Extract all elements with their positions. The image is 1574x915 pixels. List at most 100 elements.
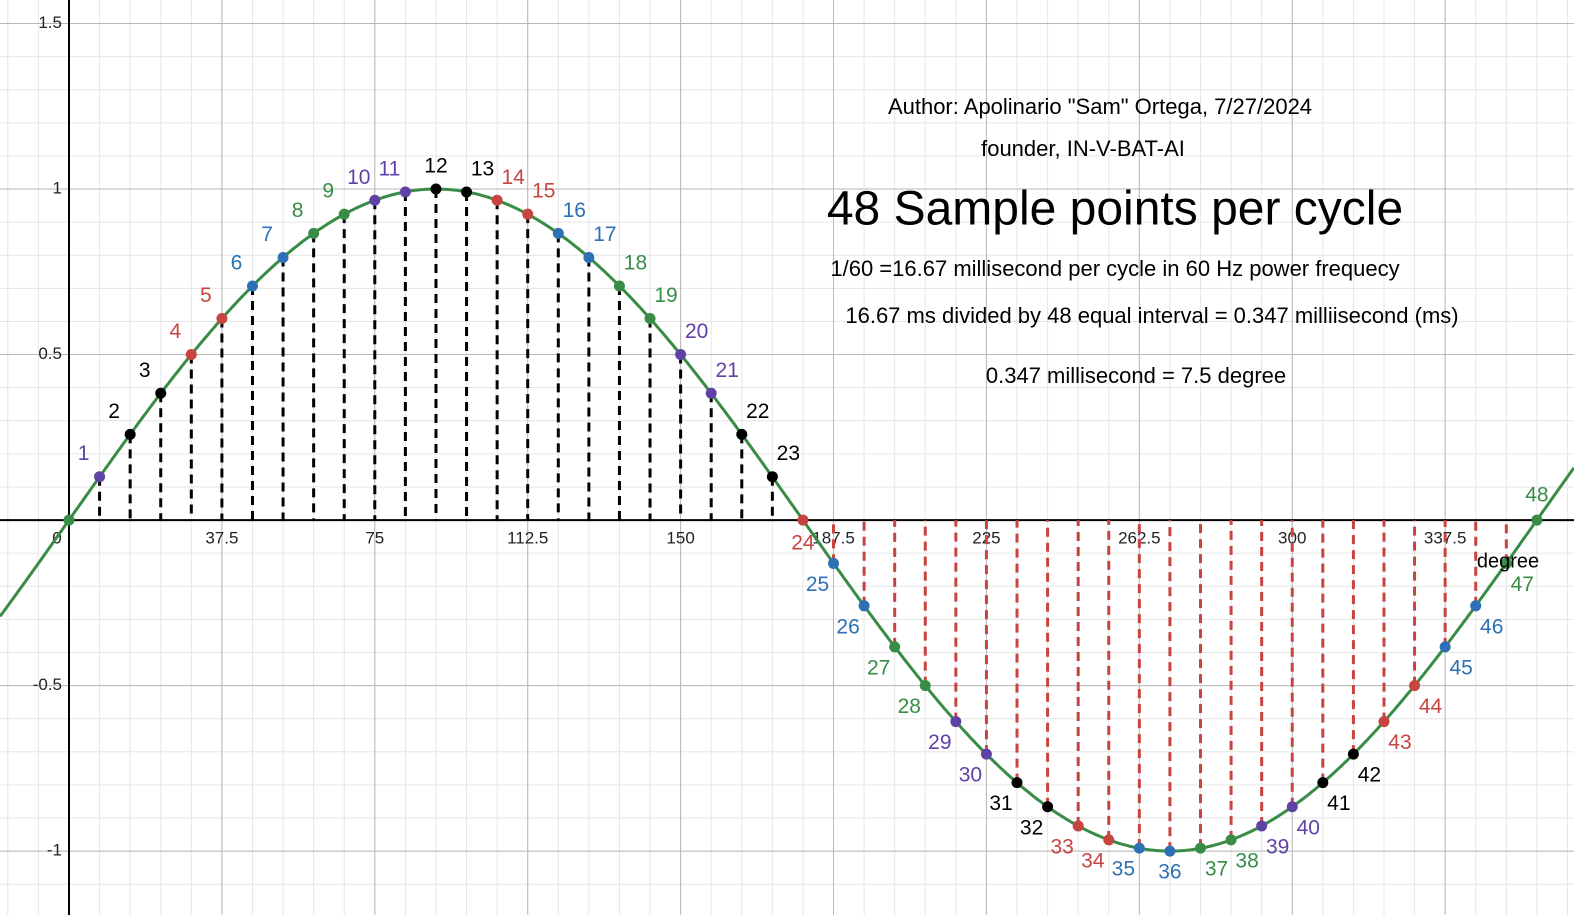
sample-point [613, 280, 625, 292]
sample-point [277, 252, 289, 264]
sample-point [797, 514, 809, 526]
sample-point [1500, 557, 1512, 569]
sample-point [1256, 820, 1268, 832]
sample-point [369, 194, 381, 206]
point-label: 36 [1158, 861, 1181, 884]
sample-point [583, 252, 595, 264]
x-tick-label: 150 [666, 529, 694, 548]
point-label: 1 [78, 442, 90, 465]
sample-point [1439, 641, 1451, 653]
sample-point [430, 183, 442, 195]
annotation: 16.67 ms divided by 48 equal interval = … [845, 303, 1458, 328]
annotation: founder, IN-V-BAT-AI [981, 136, 1185, 161]
sample-point [216, 312, 228, 324]
x-axis-label: degree [1477, 550, 1539, 572]
point-label: 44 [1419, 695, 1443, 718]
point-label: 18 [624, 252, 647, 275]
sample-point [185, 349, 197, 361]
point-label: 23 [777, 442, 800, 465]
sample-point [1531, 514, 1543, 526]
point-label: 27 [867, 656, 890, 679]
y-tick-label: 1.5 [38, 13, 62, 32]
point-label: 14 [501, 166, 525, 189]
point-label: 29 [928, 731, 951, 754]
x-tick-label: 112.5 [507, 529, 548, 548]
y-tick-label: -0.5 [33, 675, 62, 694]
x-tick-label: 187.5 [812, 529, 855, 548]
sample-point [1470, 600, 1482, 612]
x-tick-label: 262.5 [1118, 529, 1161, 548]
sample-point [766, 471, 778, 483]
sample-point [705, 387, 717, 399]
point-label: 4 [169, 320, 181, 343]
point-label: 20 [685, 320, 708, 343]
y-tick-label: -1 [47, 841, 62, 860]
sample-point [1042, 801, 1054, 813]
sample-point [155, 387, 167, 399]
sample-point [308, 227, 320, 239]
sample-point [1072, 820, 1084, 832]
sample-point [828, 557, 840, 569]
x-tick-label: 300 [1278, 529, 1306, 548]
sample-point [1133, 842, 1145, 854]
point-label: 35 [1112, 858, 1135, 881]
point-label: 34 [1081, 849, 1105, 872]
sample-point [1317, 777, 1329, 789]
sample-point [675, 349, 687, 361]
point-label: 46 [1480, 615, 1503, 638]
point-label: 5 [200, 284, 212, 307]
sample-point [1378, 716, 1390, 728]
point-label: 28 [898, 695, 921, 718]
sample-point [552, 227, 564, 239]
point-label: 3 [139, 359, 151, 382]
point-label: 47 [1511, 573, 1534, 596]
point-label: 42 [1358, 764, 1381, 787]
annotation: Author: Apolinario "Sam" Ortega, 7/27/20… [888, 94, 1312, 119]
point-label: 16 [563, 199, 586, 222]
point-label: 17 [593, 223, 616, 246]
point-label: 33 [1050, 835, 1073, 858]
sample-point [1164, 845, 1176, 857]
sample-point [736, 428, 748, 440]
point-label: 26 [836, 615, 859, 638]
curve [0, 187, 1574, 853]
point-label: 13 [471, 158, 494, 181]
point-label: 30 [959, 764, 982, 787]
point-label: 19 [654, 284, 677, 307]
point-label: 32 [1020, 816, 1043, 839]
point-label: 38 [1235, 849, 1258, 872]
sample-point [889, 641, 901, 653]
point-label: 45 [1449, 656, 1472, 679]
sample-point [1011, 777, 1023, 789]
sample-point [644, 312, 656, 324]
point-label: 48 [1525, 484, 1548, 507]
sample-point [63, 514, 75, 526]
point-label: 12 [424, 155, 447, 178]
annotation: 1/60 =16.67 millisecond per cycle in 60 … [830, 256, 1399, 281]
chart-title: 48 Sample points per cycle [827, 183, 1403, 236]
sample-point [522, 208, 534, 220]
sample-point [399, 186, 411, 198]
point-label: 15 [532, 180, 555, 203]
point-label: 7 [261, 223, 273, 246]
point-label: 39 [1266, 835, 1289, 858]
sample-point [950, 716, 962, 728]
point-label: 22 [746, 400, 769, 423]
sample-point [246, 280, 258, 292]
sample-point [919, 680, 931, 692]
point-label: 40 [1297, 816, 1320, 839]
point-label: 41 [1327, 792, 1350, 815]
sample-point [1195, 842, 1207, 854]
annotation: 0.347 millisecond = 7.5 degree [986, 363, 1286, 388]
point-label: 25 [806, 573, 829, 596]
point-label: 24 [791, 532, 815, 555]
point-label: 37 [1205, 858, 1228, 881]
point-label: 11 [378, 158, 400, 181]
sample-point [1409, 680, 1421, 692]
sample-point [1103, 834, 1115, 846]
point-label: 9 [322, 180, 334, 203]
point-label: 21 [716, 359, 739, 382]
sample-point [1347, 748, 1359, 760]
